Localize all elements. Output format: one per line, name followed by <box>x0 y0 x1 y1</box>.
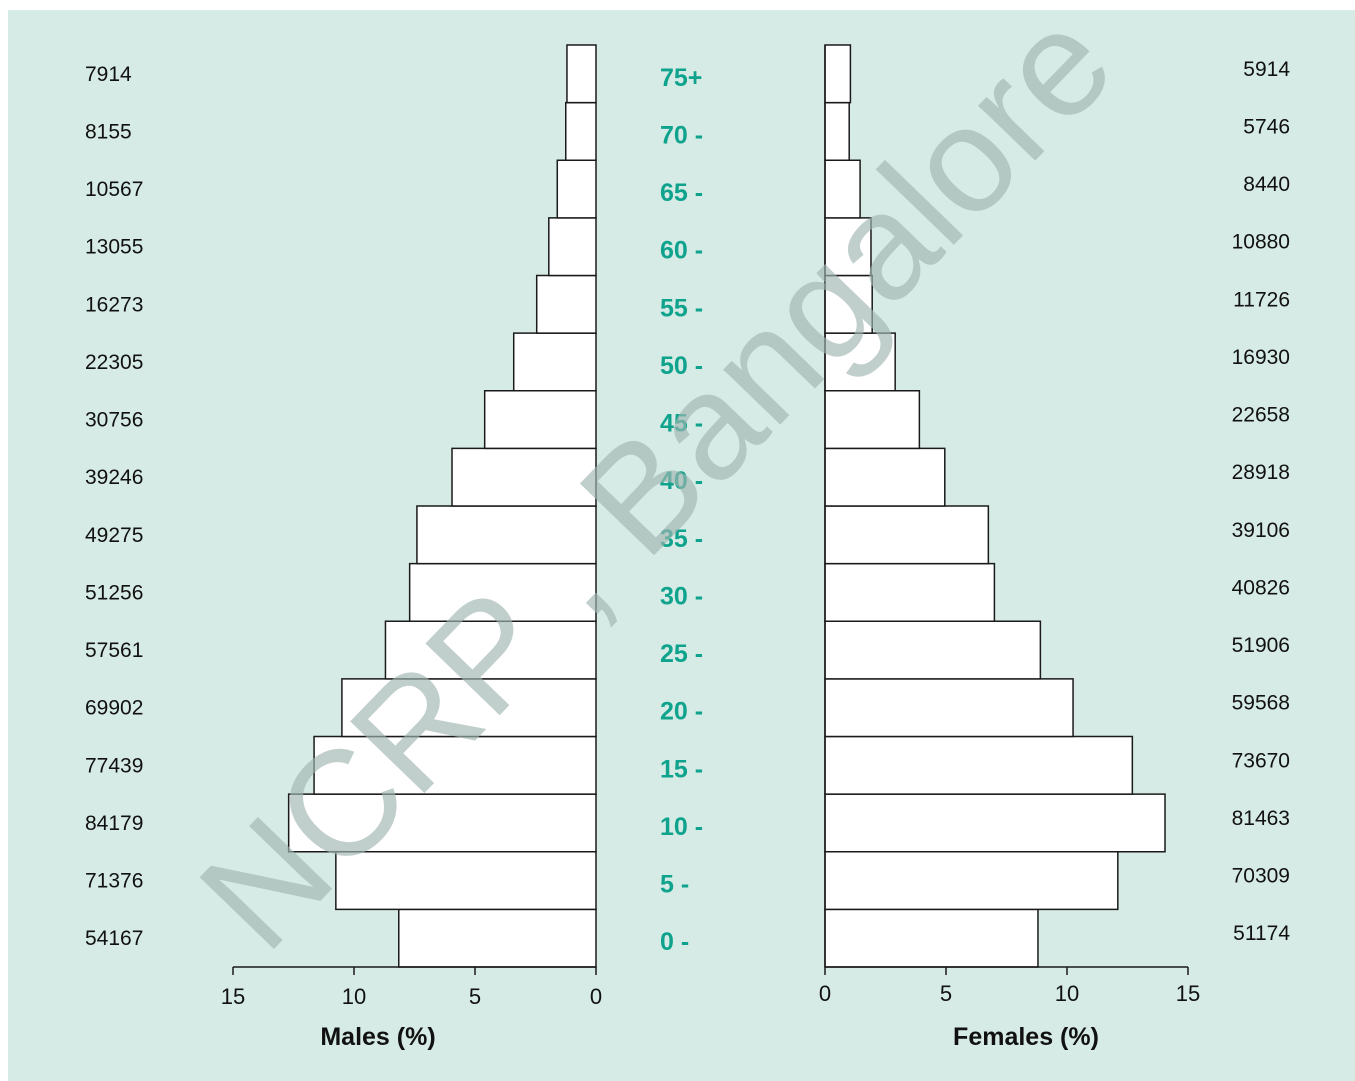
male-bar <box>287 793 597 853</box>
male-bar <box>416 505 597 565</box>
female-bar <box>824 562 996 622</box>
male-count-label: 8155 <box>85 120 132 143</box>
age-group-label: 40 - <box>660 467 703 495</box>
male-bar <box>565 101 597 161</box>
male-bars <box>287 44 597 968</box>
female-axis-title: Females (%) <box>953 1023 1099 1051</box>
population-pyramid-chart: 54167 71376 84179 77439 69902 57561 51256 49275… <box>8 10 1355 1081</box>
age-group-label: 10 - <box>660 813 703 841</box>
female-count-label: 70309 <box>1232 865 1290 888</box>
female-bar <box>824 678 1074 738</box>
male-tick-label: 5 <box>469 984 481 1009</box>
female-count-label: 16930 <box>1232 346 1290 369</box>
male-count-label: 13055 <box>85 236 143 259</box>
male-bar <box>556 159 597 219</box>
female-count-label: 73670 <box>1232 749 1290 772</box>
male-count-label: 7914 <box>85 63 132 86</box>
female-bar <box>824 851 1119 911</box>
female-tick-label: 15 <box>1176 981 1200 1006</box>
age-group-label: 60 - <box>660 237 703 265</box>
female-bar <box>824 505 990 565</box>
female-tick-label: 5 <box>940 981 952 1006</box>
female-count-label: 11726 <box>1233 288 1290 311</box>
age-group-label: 5 - <box>660 871 689 899</box>
female-count-label: 51906 <box>1232 634 1290 657</box>
chart-background-rect <box>8 10 1355 1081</box>
female-bars <box>824 44 1166 968</box>
male-bar <box>398 908 597 968</box>
male-bar <box>408 562 597 622</box>
age-group-label: 70 - <box>660 121 703 149</box>
age-group-label: 15 - <box>660 755 703 783</box>
age-group-label: 30 - <box>660 582 703 610</box>
male-bar <box>313 735 597 795</box>
female-count-label: 5746 <box>1243 115 1290 138</box>
age-group-label: 25 - <box>660 640 703 668</box>
female-count-labels: 51174 70309 81463 73670 59568 51906 40826 39106… <box>1232 58 1291 945</box>
female-count-label: 81463 <box>1232 807 1290 830</box>
age-group-label: 20 - <box>660 698 703 726</box>
female-bar <box>824 620 1042 680</box>
female-count-label: 22658 <box>1232 404 1290 427</box>
female-count-label: 10880 <box>1232 231 1290 254</box>
male-count-label: 57561 <box>85 639 143 662</box>
age-group-label: 50 - <box>660 352 703 380</box>
female-bar <box>824 447 946 507</box>
female-bar <box>824 390 921 450</box>
male-count-label: 84179 <box>85 812 143 835</box>
age-group-label: 65 - <box>660 179 703 207</box>
age-group-label: 0 - <box>660 928 689 956</box>
female-tick-label: 0 <box>819 981 831 1006</box>
male-bar <box>341 678 597 738</box>
female-count-label: 8440 <box>1243 173 1290 196</box>
female-count-label: 59568 <box>1232 692 1290 715</box>
female-bar <box>824 44 852 104</box>
male-bar <box>384 620 597 680</box>
male-count-label: 69902 <box>85 697 143 720</box>
male-count-label: 49275 <box>85 524 143 547</box>
female-bar <box>824 793 1166 853</box>
male-axis-title: Males (%) <box>320 1023 435 1051</box>
male-tick-label: 0 <box>590 984 602 1009</box>
female-bar <box>824 908 1039 968</box>
male-x-axis: 15 10 5 0 <box>221 966 602 1009</box>
chart-background: 54167 71376 84179 77439 69902 57561 51256 49275… <box>8 10 1355 1081</box>
female-tick-label: 10 <box>1055 981 1079 1006</box>
male-count-label: 39246 <box>85 466 143 489</box>
female-count-label: 40826 <box>1232 576 1290 599</box>
age-group-label: 35 - <box>660 525 703 553</box>
female-bar <box>824 735 1134 795</box>
male-count-label: 54167 <box>85 927 143 950</box>
female-count-label: 5914 <box>1243 58 1290 81</box>
male-count-labels: 54167 71376 84179 77439 69902 57561 51256 49275… <box>85 63 143 950</box>
male-count-label: 10567 <box>85 178 143 201</box>
female-bar <box>824 217 872 277</box>
female-count-label: 51174 <box>1233 922 1290 945</box>
female-count-label: 28918 <box>1232 461 1290 484</box>
male-tick-label: 10 <box>342 984 366 1009</box>
male-bar <box>548 217 597 277</box>
male-bar <box>535 274 597 334</box>
male-tick-label: 15 <box>221 984 245 1009</box>
female-count-label: 39106 <box>1232 519 1290 542</box>
male-count-label: 16273 <box>85 293 143 316</box>
male-bar <box>566 44 597 104</box>
female-x-axis: 0 5 10 15 <box>819 45 1200 1006</box>
male-bar <box>512 332 597 392</box>
male-count-label: 51256 <box>85 581 143 604</box>
female-bar <box>824 101 850 161</box>
age-group-label: 45 - <box>660 410 703 438</box>
age-group-labels: 0 - 5 - 10 - 15 - 20 - 25 - 30 - 35 - 40 - 45 - 50… <box>660 64 703 956</box>
age-group-label: 75+ <box>660 64 702 92</box>
age-group-label: 55 - <box>660 294 703 322</box>
male-count-label: 77439 <box>85 754 143 777</box>
male-count-label: 22305 <box>85 351 143 374</box>
male-bar <box>451 447 597 507</box>
male-count-label: 30756 <box>85 409 143 432</box>
male-count-label: 71376 <box>85 870 143 893</box>
